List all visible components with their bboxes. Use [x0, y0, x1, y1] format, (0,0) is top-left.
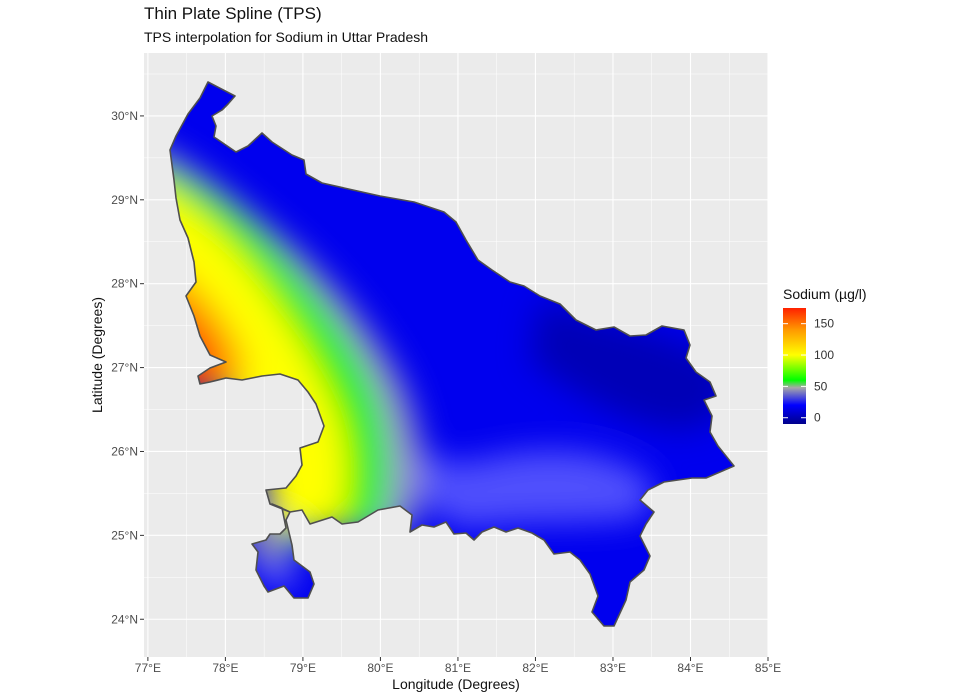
y-tick-label: 29°N	[111, 193, 138, 207]
chart-title: Thin Plate Spline (TPS)	[144, 4, 322, 23]
y-axis-title: Latitude (Degrees)	[89, 297, 105, 413]
x-tick-label: 85°E	[755, 661, 781, 675]
legend-tick-label: 0	[814, 411, 821, 425]
x-tick-label: 82°E	[522, 661, 548, 675]
legend-tick-label: 100	[814, 348, 834, 362]
x-tick-label: 80°E	[367, 661, 393, 675]
x-tick-label: 83°E	[600, 661, 626, 675]
y-tick-label: 24°N	[111, 612, 138, 626]
y-tick-label: 30°N	[111, 109, 138, 123]
legend-ticks: 0 50 100 150	[783, 317, 834, 425]
legend-tick-label: 150	[814, 317, 834, 331]
x-tick-label: 84°E	[677, 661, 703, 675]
y-axis-ticks: 24°N 25°N 26°N 27°N 28°N 29°N 30°N	[111, 109, 144, 626]
legend-colorbar	[783, 308, 806, 424]
y-tick-label: 27°N	[111, 361, 138, 375]
y-tick-label: 28°N	[111, 277, 138, 291]
y-tick-label: 26°N	[111, 444, 138, 458]
x-tick-label: 79°E	[290, 661, 316, 675]
zone-light-blue-2	[250, 553, 300, 589]
legend-tick-label: 50	[814, 379, 828, 393]
x-axis-title: Longitude (Degrees)	[392, 676, 520, 692]
uttar-pradesh-boundary	[169, 81, 735, 627]
zone-dark-blue-east	[530, 300, 729, 430]
legend-title: Sodium (µg/l)	[783, 286, 867, 302]
x-tick-label: 81°E	[445, 661, 471, 675]
legend: Sodium (µg/l) 0 50 100 150	[783, 286, 867, 425]
zone-light-blue	[395, 420, 654, 528]
x-axis-ticks: 77°E 78°E 79°E 80°E 81°E 82°E 83°E 84°E 85°E	[135, 657, 781, 675]
y-tick-label: 25°N	[111, 528, 138, 542]
chart-subtitle: TPS interpolation for Sodium in Uttar Pr…	[144, 29, 429, 45]
x-tick-label: 77°E	[135, 661, 161, 675]
x-tick-label: 78°E	[212, 661, 238, 675]
